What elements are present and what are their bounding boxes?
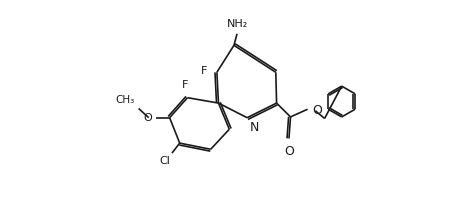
- Text: O: O: [312, 104, 322, 116]
- Text: Cl: Cl: [159, 156, 170, 166]
- Text: O: O: [284, 145, 294, 158]
- Text: N: N: [250, 121, 259, 134]
- Text: NH₂: NH₂: [226, 19, 248, 29]
- Text: CH₃: CH₃: [115, 95, 135, 105]
- Text: F: F: [182, 80, 188, 90]
- Text: F: F: [201, 67, 207, 76]
- Text: O: O: [144, 113, 153, 123]
